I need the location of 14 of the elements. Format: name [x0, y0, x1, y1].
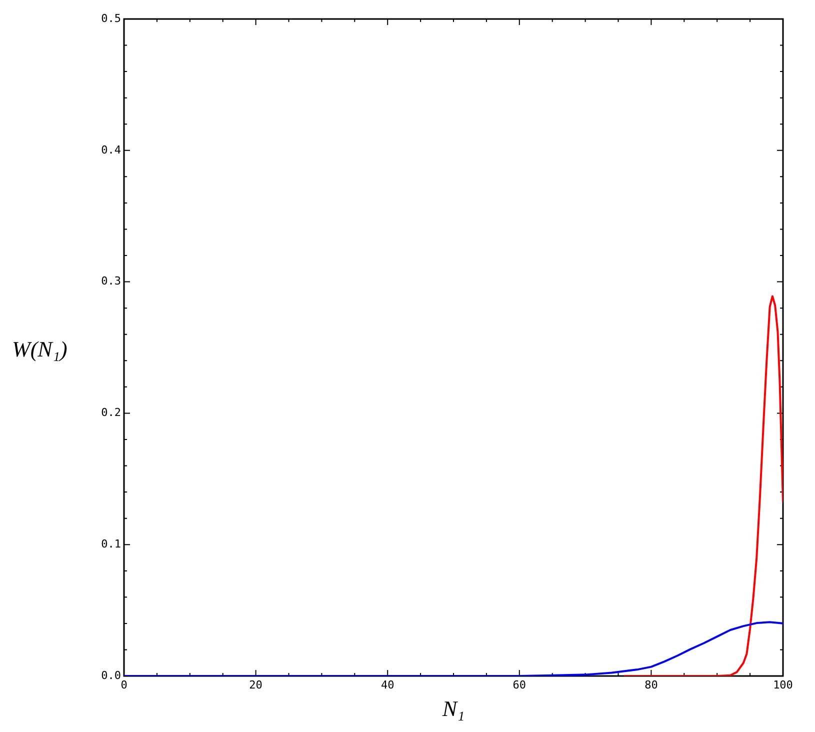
y-tick-label: 0.2 — [101, 406, 121, 420]
x-tick-label: 0 — [120, 678, 128, 692]
y-tick-label: 0.5 — [101, 12, 121, 25]
x-axis-title: N₁ — [441, 696, 465, 721]
y-tick-label: 0.3 — [101, 274, 121, 288]
y-tick-label: 0.0 — [101, 668, 121, 682]
y-tick-label: 0.4 — [101, 143, 122, 156]
x-tick-label: 80 — [644, 678, 658, 692]
x-tick-label: 20 — [249, 678, 262, 692]
x-tick-label: 60 — [512, 678, 526, 692]
x-tick-label: 40 — [380, 678, 394, 692]
y-axis-title: W(N₁) — [12, 336, 68, 362]
y-tick-label: 0.1 — [101, 537, 121, 550]
x-tick-label: 100 — [773, 678, 793, 692]
